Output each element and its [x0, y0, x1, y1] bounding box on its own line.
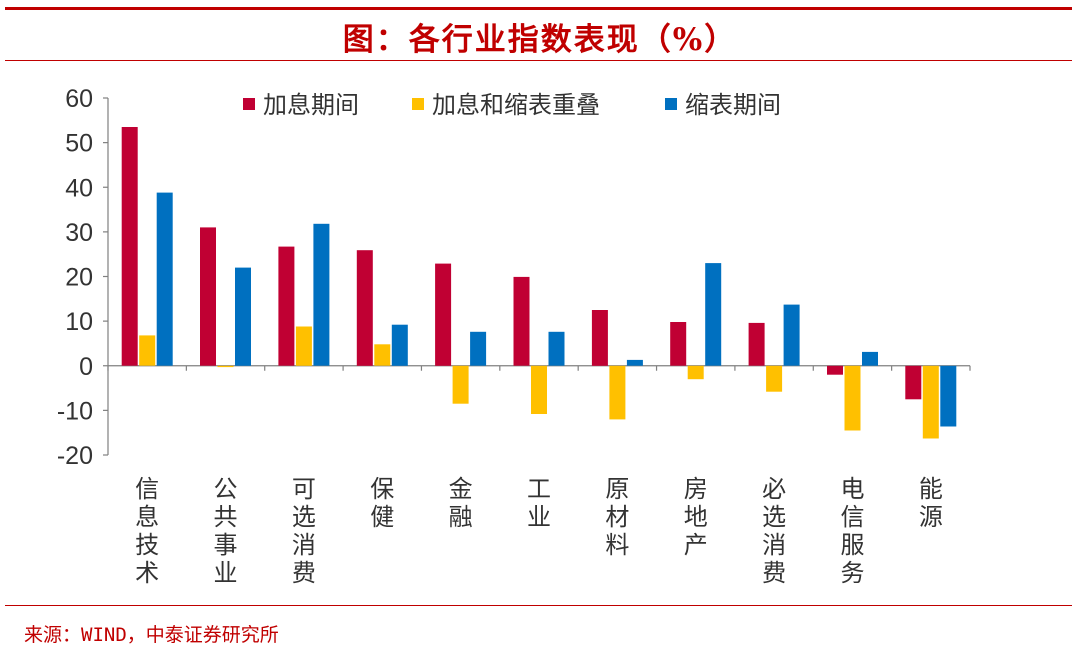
legend-swatch-3: [665, 98, 677, 110]
bar-3-5: [470, 331, 487, 366]
bar-2-2: [217, 365, 234, 368]
bar-3-10: [862, 351, 878, 366]
bar-2-5: [452, 365, 469, 404]
category-label: 信息技术: [135, 475, 159, 587]
y-tick-label: 50: [65, 130, 93, 158]
bar-3-7: [626, 359, 643, 366]
bar-3-9: [783, 304, 800, 366]
bar-2-1: [139, 335, 156, 366]
bar-3-3: [313, 223, 330, 366]
category-label: 工业: [527, 475, 551, 531]
y-tick-label: -20: [57, 442, 93, 470]
bar-2-9: [766, 365, 783, 392]
category-label: 公共事业: [214, 475, 238, 587]
legend-swatch-2: [412, 98, 424, 110]
bar-1-10: [827, 365, 843, 375]
bar-2-10: [844, 365, 861, 431]
legend-label-3: 缩表期间: [685, 91, 781, 119]
bar-2-3: [295, 326, 312, 366]
bar-3-4: [391, 324, 408, 366]
category-label: 必选消费: [762, 475, 786, 587]
y-tick-label: 40: [65, 174, 93, 202]
bar-1-8: [670, 322, 687, 366]
y-tick-label: -10: [57, 397, 93, 425]
category-label: 金融: [449, 475, 473, 531]
y-tick-label: 30: [65, 219, 93, 247]
category-label: 保健: [370, 475, 394, 531]
y-tick-label: 60: [65, 85, 93, 113]
y-tick-label: 0: [79, 353, 93, 381]
y-tick-label: 20: [65, 264, 93, 292]
bar-3-1: [156, 192, 173, 366]
page-title: 图：各行业指数表现（%）: [342, 22, 738, 58]
bar-1-11: [905, 365, 922, 400]
bar-2-6: [531, 365, 547, 414]
bar-1-7: [591, 310, 608, 366]
legend-label-1: 加息期间: [263, 91, 359, 119]
bar-1-2: [200, 227, 216, 366]
bar-2-4: [374, 344, 391, 366]
title-rule: [5, 60, 1072, 61]
source-note: 来源：WIND，中泰证券研究所: [24, 624, 279, 646]
legend-swatch-1: [243, 98, 255, 110]
top-rule: [5, 7, 1072, 10]
bar-3-6: [548, 331, 565, 366]
category-label: 电信服务: [840, 475, 864, 587]
legend-label-2: 加息和缩表重叠: [432, 91, 600, 119]
category-label: 可选消费: [292, 475, 316, 587]
source-rule: [5, 605, 1072, 606]
category-label: 房地产: [684, 475, 708, 559]
bar-1-3: [278, 246, 295, 366]
bar-3-8: [705, 263, 722, 366]
bar-1-9: [748, 322, 765, 366]
bar-1-5: [435, 263, 452, 366]
y-tick-label: 10: [65, 308, 93, 336]
category-label: 原材料: [605, 475, 629, 559]
bar-3-2: [235, 267, 251, 366]
bar-1-1: [121, 127, 138, 366]
bar-2-7: [609, 365, 626, 420]
bar-1-6: [513, 276, 530, 366]
bar-1-4: [356, 250, 373, 366]
bar-3-11: [940, 365, 957, 427]
bar-2-8: [687, 365, 704, 380]
category-label: 能源: [919, 475, 943, 531]
bar-2-11: [922, 365, 939, 439]
